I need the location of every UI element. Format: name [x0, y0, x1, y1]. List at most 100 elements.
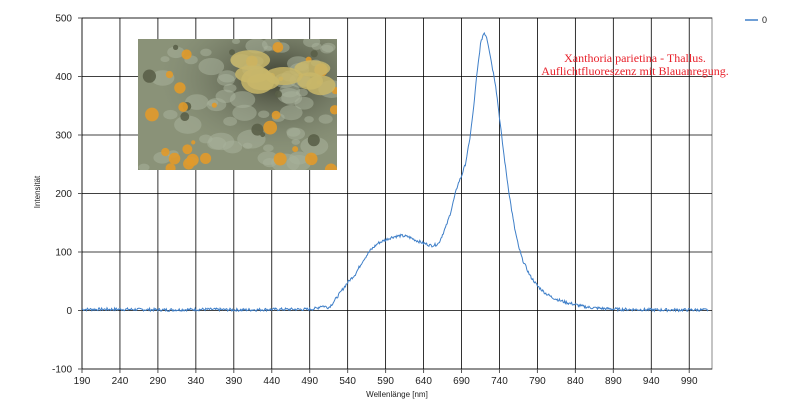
photo-texture-patch [286, 154, 311, 170]
x-tick-label: 940 [643, 376, 660, 387]
photo-apothecium [292, 146, 299, 153]
photo-texture-patch [303, 39, 321, 48]
x-tick-label: 840 [567, 376, 584, 387]
photo-apothecium [274, 90, 282, 98]
photo-apothecium [211, 102, 217, 108]
x-tick-label: 590 [377, 376, 394, 387]
photo-texture-patch [174, 115, 202, 134]
photo-texture-patch [318, 114, 333, 124]
y-tick-label: 200 [55, 189, 72, 200]
y-tick-label: 400 [55, 72, 72, 83]
x-tick-label: 890 [605, 376, 622, 387]
x-tick-label: 790 [529, 376, 546, 387]
photo-apothecium [310, 50, 318, 58]
photo-texture-patch [215, 89, 236, 104]
photo-texture-patch [245, 39, 268, 54]
x-tick-label: 740 [491, 376, 508, 387]
photo-texture-patch [218, 70, 237, 83]
photo-apothecium [307, 134, 320, 147]
photo-texture-patch [163, 109, 178, 120]
legend: 0 [745, 15, 767, 25]
y-axis-title: Intensität [33, 175, 42, 208]
photo-texture-patch [279, 105, 303, 121]
photo-texture-patch [167, 46, 185, 59]
photo-texture-patch [286, 127, 306, 140]
photo-lobe [230, 50, 271, 70]
photo-texture-patch [279, 83, 300, 98]
x-tick-label: 690 [453, 376, 470, 387]
photo-texture-patch [320, 44, 334, 54]
y-tick-label: 0 [66, 306, 72, 317]
x-axis-title: Wellenlänge [nm] [366, 390, 428, 399]
photo-texture-patch [304, 116, 314, 123]
photo-texture-patch [257, 151, 279, 166]
photo-lobe [241, 67, 275, 94]
photo-texture-patch [223, 116, 238, 126]
y-tick-label: 100 [55, 248, 72, 259]
photo-apothecium [180, 112, 190, 122]
y-tick-label: 500 [55, 14, 72, 25]
photo-lobe [306, 75, 336, 96]
photo-apothecium [305, 152, 318, 166]
photo-apothecium [200, 152, 212, 165]
x-tick-label: 640 [415, 376, 432, 387]
legend-label-0: 0 [762, 15, 767, 25]
photo-texture-patch [160, 56, 170, 63]
photo-apothecium [182, 144, 193, 155]
photo-apothecium [183, 158, 195, 170]
photo-apothecium [142, 69, 157, 83]
photo-apothecium [324, 163, 337, 170]
photo-apothecium [329, 105, 337, 115]
x-tick-label: 190 [74, 376, 91, 387]
x-tick-label: 390 [225, 376, 242, 387]
photo-apothecium [172, 44, 179, 50]
photo-texture-patch [138, 163, 150, 170]
photo-apothecium [191, 140, 196, 145]
photo-apothecium [263, 120, 278, 135]
y-tick-label: 300 [55, 131, 72, 142]
photo-apothecium [178, 102, 189, 112]
photo-apothecium [273, 152, 287, 166]
photo-texture-patch [258, 110, 270, 118]
series-line-0 [81, 31, 709, 313]
photo-apothecium [251, 123, 264, 136]
photo-apothecium [145, 107, 159, 122]
photo-apothecium [165, 70, 174, 79]
x-tick-label: 290 [150, 376, 167, 387]
photo-texture-patch [207, 137, 227, 150]
photo-apothecium [181, 49, 192, 60]
photo-texture-patch [263, 45, 273, 52]
photo-texture-patch [232, 104, 257, 121]
photo-texture-patch [198, 58, 225, 76]
photo-apothecium [229, 49, 235, 56]
photo-texture-patch [231, 39, 241, 44]
annotation-line-2: Auflichtfluoreszenz mit Blauanregung. [541, 64, 729, 78]
photo-texture-patch [229, 91, 256, 109]
lichen-photo [138, 39, 337, 170]
x-tick-label: 240 [112, 376, 129, 387]
photo-texture-patch [242, 142, 253, 150]
photo-apothecium [174, 82, 186, 94]
photo-apothecium [271, 110, 281, 120]
y-axis-ticks: -100 0 100 200 300 400 500 [52, 14, 82, 376]
x-axis-ticks: 190 240 290 340 390 440 490 540 590 640 690 740 790 8… [74, 369, 698, 387]
x-tick-label: 340 [188, 376, 205, 387]
photo-texture-patch [222, 140, 243, 154]
photo-texture-patch [200, 48, 212, 57]
annotation-line-1: Xanthoria parietina - Thallus. [564, 51, 706, 65]
x-tick-label: 990 [681, 376, 698, 387]
photo-apothecium [168, 152, 181, 165]
photo-texture-patch [291, 139, 301, 145]
photo-apothecium [161, 147, 170, 157]
x-tick-label: 540 [339, 376, 356, 387]
photo-apothecium [165, 163, 176, 170]
photo-texture-patch [262, 144, 274, 152]
y-tick-label: -100 [52, 365, 72, 376]
x-tick-label: 490 [301, 376, 318, 387]
photo-lobe [294, 60, 331, 77]
photo-apothecium [272, 41, 284, 53]
photo-apothecium [260, 132, 266, 138]
x-tick-label: 440 [263, 376, 280, 387]
